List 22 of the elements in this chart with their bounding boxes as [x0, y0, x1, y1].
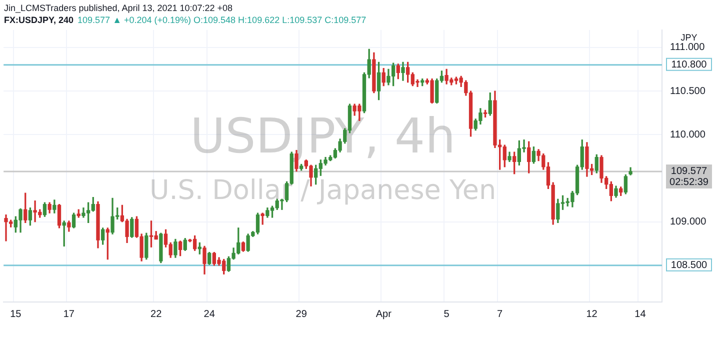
- ref-line-label: 108.500: [670, 260, 708, 272]
- x-tick-label: 5: [444, 308, 450, 320]
- text: 02:52:39: [670, 177, 709, 188]
- chart-subtitle: 109.577 ▲ +0.204 (+0.19%) O:109.548 H:109.622 L:109.537 C:109.577: [78, 15, 366, 25]
- ref-line-label: 109.577: [670, 166, 708, 178]
- x-tick-label: Apr: [376, 308, 392, 320]
- x-tick-label: 22: [150, 308, 162, 320]
- x-tick-label: 29: [296, 308, 308, 320]
- x-tick-label: 17: [63, 308, 75, 320]
- y-tick-label: 111.000: [670, 42, 706, 54]
- x-tick-label: 24: [204, 308, 216, 320]
- x-tick-label: 7: [497, 308, 504, 320]
- y-tick-label: 110.500: [670, 86, 706, 97]
- y-axis-title: JPY: [680, 32, 698, 42]
- x-tick-label: 15: [10, 308, 22, 320]
- y-tick-label: 109.000: [670, 216, 707, 228]
- ref-line-label: 110.800: [671, 60, 708, 71]
- x-tick-label: 12: [586, 308, 598, 320]
- text: Jin_LCMSTraders published, April 13, 2021 10:07:22 +08: [4, 3, 233, 13]
- y-tick-label: 110.000: [670, 129, 706, 140]
- chart-title: FX:USDJPY, 240: [4, 15, 74, 25]
- x-tick-label: 14: [634, 308, 646, 320]
